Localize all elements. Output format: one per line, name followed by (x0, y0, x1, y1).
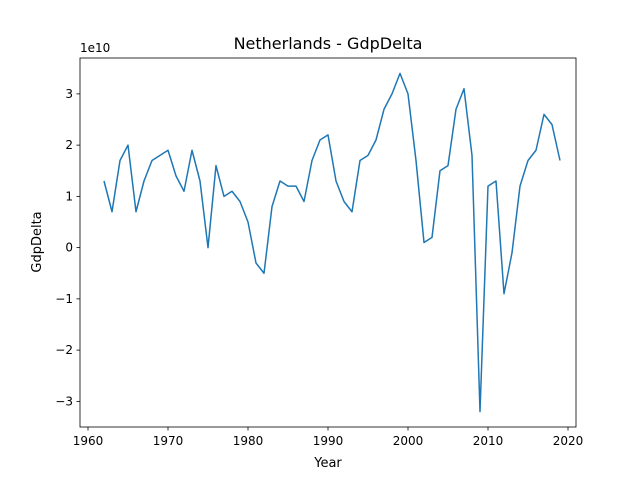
x-tick-label: 2010 (473, 434, 504, 448)
x-tick-label: 1960 (73, 434, 104, 448)
x-tick-label: 1990 (313, 434, 344, 448)
x-tick-label: 1980 (233, 434, 264, 448)
x-tick-label: 1970 (153, 434, 184, 448)
y-tick-label: 1 (65, 189, 73, 203)
y-tick-label: −1 (55, 292, 73, 306)
x-tick-label: 2020 (553, 434, 584, 448)
x-axis-ticks: 1960 1970 1980 1990 2000 2010 2020 (73, 427, 584, 448)
plot-frame (79, 57, 577, 428)
chart-title: Netherlands - GdpDelta (234, 34, 423, 53)
y-axis-scale-label: 1e10 (80, 41, 110, 55)
x-tick-label: 2000 (393, 434, 424, 448)
y-axis-label: GdpDelta (30, 211, 45, 272)
y-tick-label: 2 (65, 138, 73, 152)
y-axis-ticks: −3 −2 −1 0 1 2 3 (55, 87, 80, 408)
y-tick-label: −3 (55, 394, 73, 408)
series-line (103, 72, 561, 413)
x-axis-label: Year (313, 456, 342, 471)
y-tick-label: 3 (65, 87, 73, 101)
y-tick-label: −2 (55, 343, 73, 357)
y-tick-label: 0 (65, 241, 73, 255)
plot-area (80, 58, 576, 427)
